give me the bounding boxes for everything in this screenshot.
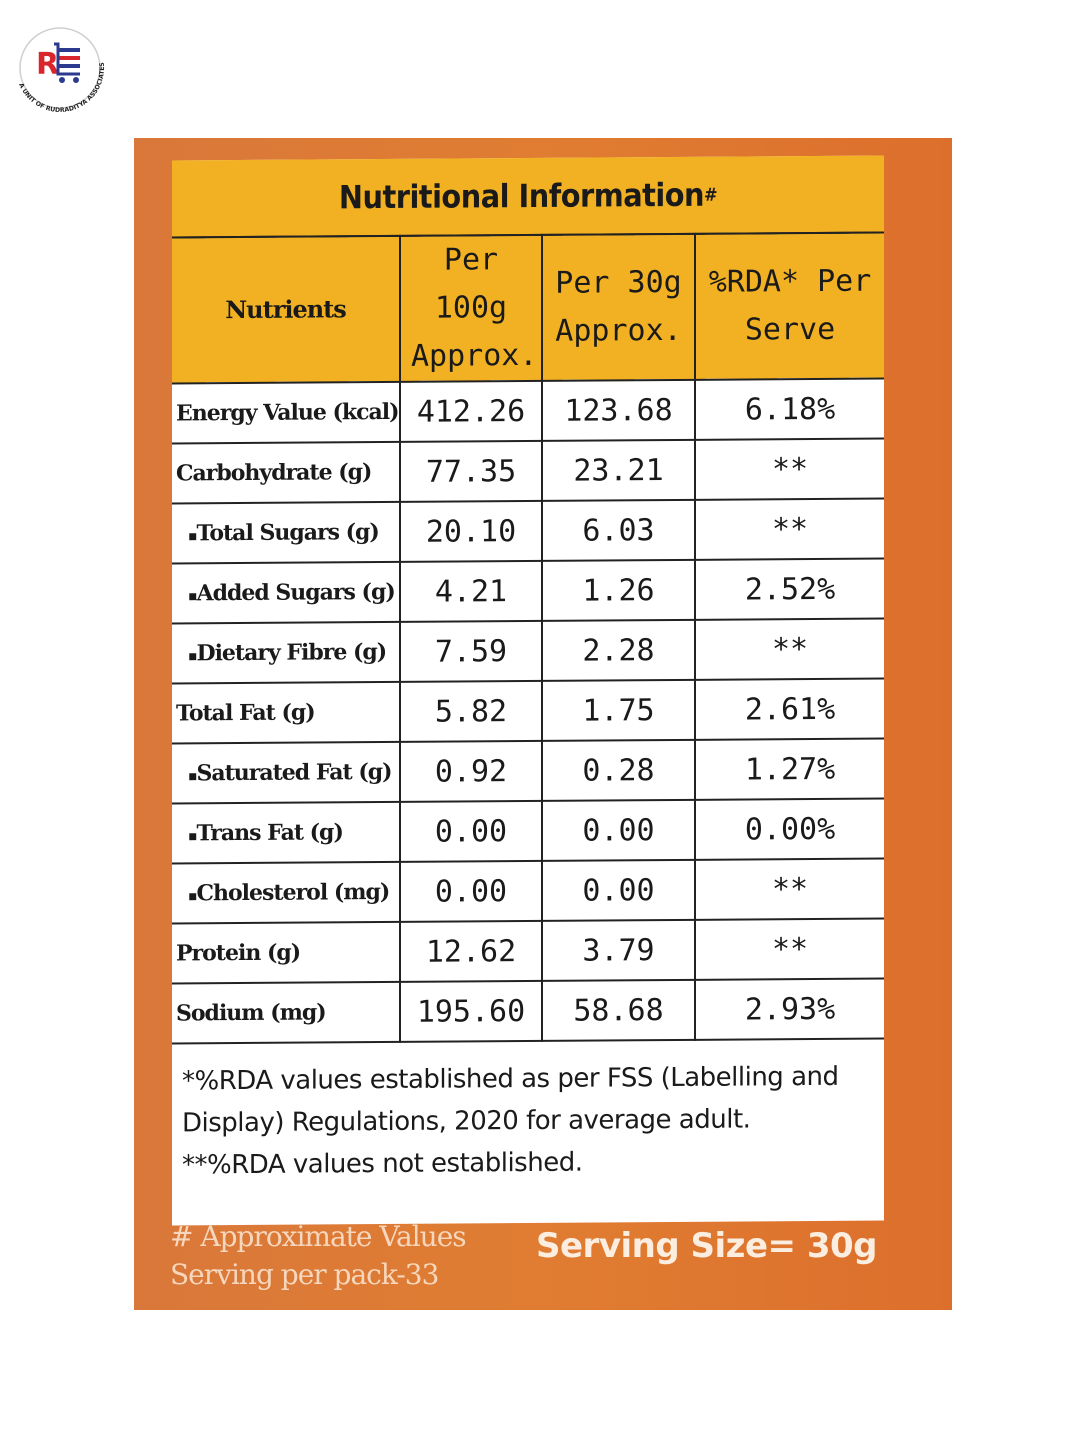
cart-icon — [54, 42, 80, 83]
table-row: Sodium (mg) 195.60 58.68 2.93% — [172, 978, 884, 1044]
table-row: Carbohydrate (g) 77.35 23.21 ** — [172, 438, 884, 504]
per-30g-value: 0.00 — [542, 799, 695, 861]
per-100g-value: 0.00 — [400, 860, 542, 922]
rda-value: ** — [695, 498, 884, 560]
rda-value: 1.27% — [695, 738, 884, 800]
footnote-line: Display) Regulations, 2020 for average a… — [182, 1104, 751, 1139]
per-30g-value: 23.21 — [542, 439, 695, 501]
per-100g-value: 20.10 — [400, 500, 542, 562]
nutrient-name: Saturated Fat (g) — [172, 741, 400, 804]
table-row: Energy Value (kcal) 412.26 123.68 6.18% — [172, 378, 884, 444]
per-100g-value: 7.59 — [400, 620, 542, 682]
nutrient-name: Dietary Fibre (g) — [172, 621, 400, 684]
rda-value: 6.18% — [695, 378, 884, 440]
rda-value: 2.52% — [695, 558, 884, 620]
per-30g-value: 58.68 — [542, 979, 695, 1041]
nutrient-name: Protein (g) — [172, 921, 400, 984]
table-row: Protein (g) 12.62 3.79 ** — [172, 918, 884, 984]
rda-value: 2.61% — [695, 678, 884, 740]
per-30g-value: 3.79 — [542, 919, 695, 981]
nutrition-label: Nutritional Information # Nutrients Per 1… — [172, 155, 884, 1226]
rda-value: ** — [695, 918, 884, 980]
per-100g-value: 77.35 — [400, 440, 542, 502]
servings-per-pack: Serving per pack-33 — [170, 1258, 439, 1291]
nutrient-name: Sodium (mg) — [172, 981, 400, 1044]
nutrient-name: Carbohydrate (g) — [172, 441, 400, 504]
rda-value: ** — [695, 438, 884, 500]
table-row: Total Sugars (g)20.106.03** — [172, 498, 884, 564]
nutrient-name: Cholesterol (mg) — [172, 861, 400, 924]
nutrition-table: Nutrients Per 100g Approx. Per 30g Appro… — [172, 232, 884, 1045]
per-100g-value: 12.62 — [400, 920, 542, 982]
per-30g-value: 2.28 — [542, 619, 695, 681]
pack-notes: # Approximate Values Serving per pack-33 — [170, 1218, 467, 1294]
table-header-row: Nutrients Per 100g Approx. Per 30g Appro… — [172, 232, 884, 384]
footnote-line: *%RDA values established as per FSS (Lab… — [182, 1061, 839, 1097]
nutrient-name: Energy Value (kcal) — [172, 381, 400, 444]
nutrient-name: Trans Fat (g) — [172, 801, 400, 864]
header-nutrients: Nutrients — [172, 235, 400, 384]
per-30g-value: 6.03 — [542, 499, 695, 561]
nutrient-name: Total Sugars (g) — [172, 501, 400, 564]
nutrient-name: Total Fat (g) — [172, 681, 400, 744]
per-30g-value: 0.28 — [542, 739, 695, 801]
product-label-photo: Nutritional Information # Nutrients Per 1… — [134, 138, 952, 1310]
rda-value: 0.00% — [695, 798, 884, 860]
table-row: Total Fat (g) 5.82 1.75 2.61% — [172, 678, 884, 744]
per-100g-value: 5.82 — [400, 680, 542, 742]
serving-size: Serving Size= 30g — [536, 1226, 877, 1266]
footnote-line: **%RDA values not established. — [182, 1147, 583, 1181]
company-logo: A UNIT OF RUDRADITYA ASSOCIATES R — [10, 18, 110, 118]
rda-value: 2.93% — [695, 978, 884, 1040]
rda-value: ** — [695, 858, 884, 920]
nutrition-title: Nutritional Information # — [172, 155, 884, 239]
table-row: Saturated Fat (g)0.920.281.27% — [172, 738, 884, 804]
per-30g-value: 123.68 — [542, 379, 695, 441]
per-100g-value: 4.21 — [400, 560, 542, 622]
nutrient-name: Added Sugars (g) — [172, 561, 400, 624]
header-rda: %RDA* Per Serve — [695, 232, 884, 380]
per-100g-value: 0.00 — [400, 800, 542, 862]
header-per-30g: Per 30g Approx. — [542, 233, 695, 381]
table-row: Trans Fat (g)0.000.000.00% — [172, 798, 884, 864]
per-30g-value: 1.75 — [542, 679, 695, 741]
per-30g-value: 0.00 — [542, 859, 695, 921]
rda-value: ** — [695, 618, 884, 680]
header-per-100g: Per 100g Approx. — [400, 234, 542, 382]
per-30g-value: 1.26 — [542, 559, 695, 621]
per-100g-value: 412.26 — [400, 380, 542, 442]
per-100g-value: 0.92 — [400, 740, 542, 802]
per-100g-value: 195.60 — [400, 980, 542, 1042]
approx-note: # Approximate Values — [170, 1220, 467, 1253]
footnotes: *%RDA values established as per FSS (Lab… — [182, 1056, 882, 1187]
logo-monogram-r: R — [36, 47, 59, 82]
table-row: Added Sugars (g)4.211.262.52% — [172, 558, 884, 624]
table-row: Cholesterol (mg)0.000.00** — [172, 858, 884, 924]
table-row: Dietary Fibre (g)7.592.28** — [172, 618, 884, 684]
